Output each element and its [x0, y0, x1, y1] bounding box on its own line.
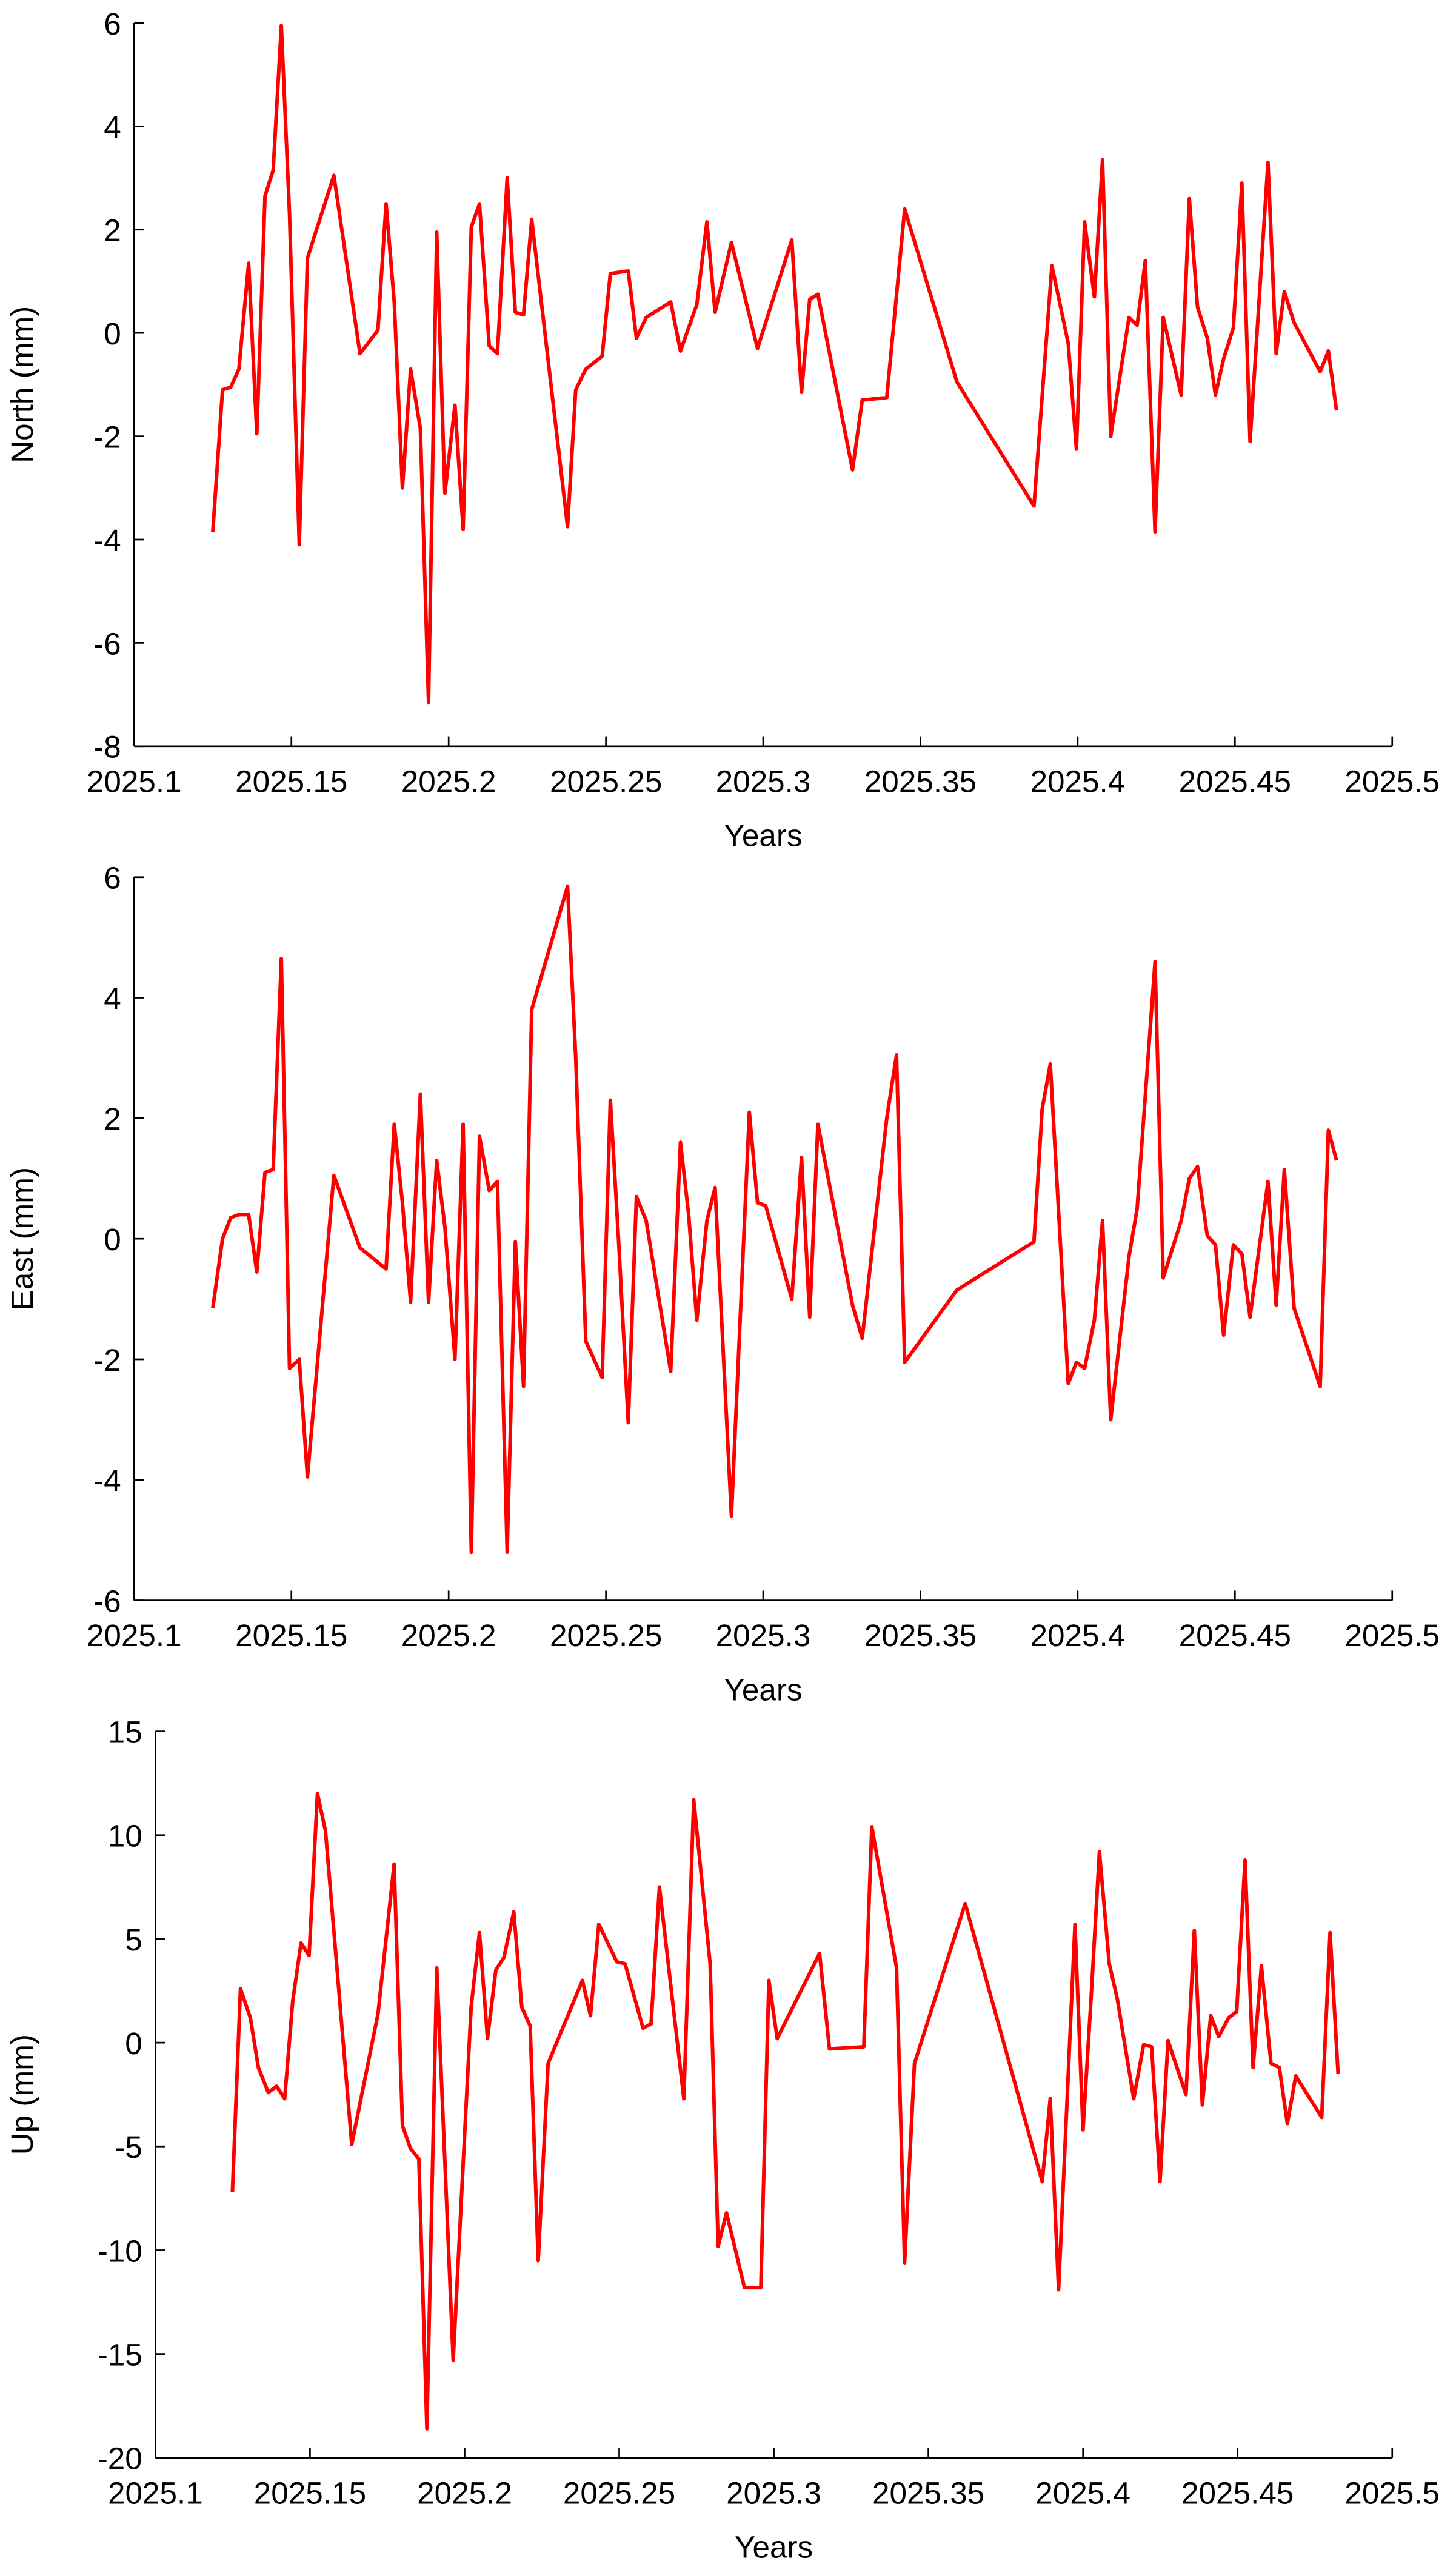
x-axis-label: Years — [724, 818, 802, 852]
x-tick-label: 2025.3 — [716, 1618, 811, 1653]
x-tick-label: 2025.2 — [417, 2476, 512, 2510]
y-tick-label: 4 — [104, 110, 121, 144]
x-tick-label: 2025.5 — [1344, 1618, 1440, 1653]
x-tick-label: 2025.15 — [235, 1618, 347, 1653]
y-tick-label: -4 — [93, 523, 121, 558]
x-tick-label: 2025.45 — [1179, 1618, 1291, 1653]
y-axis-label: North (mm) — [5, 306, 39, 463]
y-tick-label: -2 — [93, 420, 121, 454]
y-tick-label: 0 — [125, 2026, 142, 2061]
x-axis-label: Years — [724, 1672, 802, 1707]
x-tick-label: 2025.15 — [235, 764, 347, 798]
x-axis-label: Years — [735, 2529, 813, 2561]
data-line — [211, 24, 1338, 705]
y-axis-label: East (mm) — [5, 1167, 39, 1310]
y-tick-label: -15 — [98, 2338, 142, 2372]
y-tick-label: -4 — [93, 1464, 121, 1498]
x-tick-label: 2025.2 — [401, 1618, 496, 1653]
y-tick-label: 5 — [125, 1923, 142, 1957]
y-tick-label: 6 — [104, 861, 121, 896]
x-tick-label: 2025.25 — [550, 764, 662, 798]
y-tick-label: -5 — [115, 2130, 142, 2164]
x-tick-label: 2025.1 — [87, 1618, 182, 1653]
x-tick-label: 2025.4 — [1035, 2476, 1130, 2510]
y-tick-label: 0 — [104, 316, 121, 351]
x-tick-label: 2025.45 — [1181, 2476, 1294, 2510]
x-tick-label: 2025.1 — [87, 764, 182, 798]
x-tick-label: 2025.5 — [1344, 2476, 1440, 2510]
x-tick-label: 2025.25 — [563, 2476, 675, 2510]
y-tick-label: 4 — [104, 981, 121, 1016]
y-tick-label: 2 — [104, 213, 121, 248]
x-tick-label: 2025.35 — [864, 764, 977, 798]
y-tick-label: 6 — [104, 7, 121, 41]
x-tick-label: 2025.3 — [716, 764, 811, 798]
y-tick-label: 15 — [108, 1715, 142, 1749]
y-tick-label: -20 — [98, 2442, 142, 2476]
x-tick-label: 2025.35 — [864, 1618, 977, 1653]
x-tick-label: 2025.35 — [872, 2476, 984, 2510]
y-tick-label: -8 — [93, 730, 121, 765]
y-tick-label: 2 — [104, 1102, 121, 1136]
x-tick-label: 2025.4 — [1030, 1618, 1125, 1653]
y-tick-label: -10 — [98, 2234, 142, 2268]
y-tick-label: 10 — [108, 1819, 142, 1853]
y-axis-label: Up (mm) — [5, 2034, 39, 2155]
x-tick-label: 2025.25 — [550, 1618, 662, 1653]
x-tick-label: 2025.1 — [108, 2476, 203, 2510]
y-tick-label: -6 — [93, 626, 121, 661]
y-tick-label: 0 — [104, 1222, 121, 1257]
x-tick-label: 2025.4 — [1030, 764, 1125, 798]
y-tick-label: -2 — [93, 1343, 121, 1378]
data-line — [211, 884, 1338, 1555]
x-tick-label: 2025.3 — [726, 2476, 821, 2510]
x-tick-label: 2025.45 — [1179, 764, 1291, 798]
y-tick-label: -6 — [93, 1584, 121, 1619]
x-tick-label: 2025.2 — [401, 764, 496, 798]
x-tick-label: 2025.5 — [1344, 764, 1440, 798]
data-line — [230, 1792, 1340, 2431]
x-tick-label: 2025.15 — [254, 2476, 366, 2510]
